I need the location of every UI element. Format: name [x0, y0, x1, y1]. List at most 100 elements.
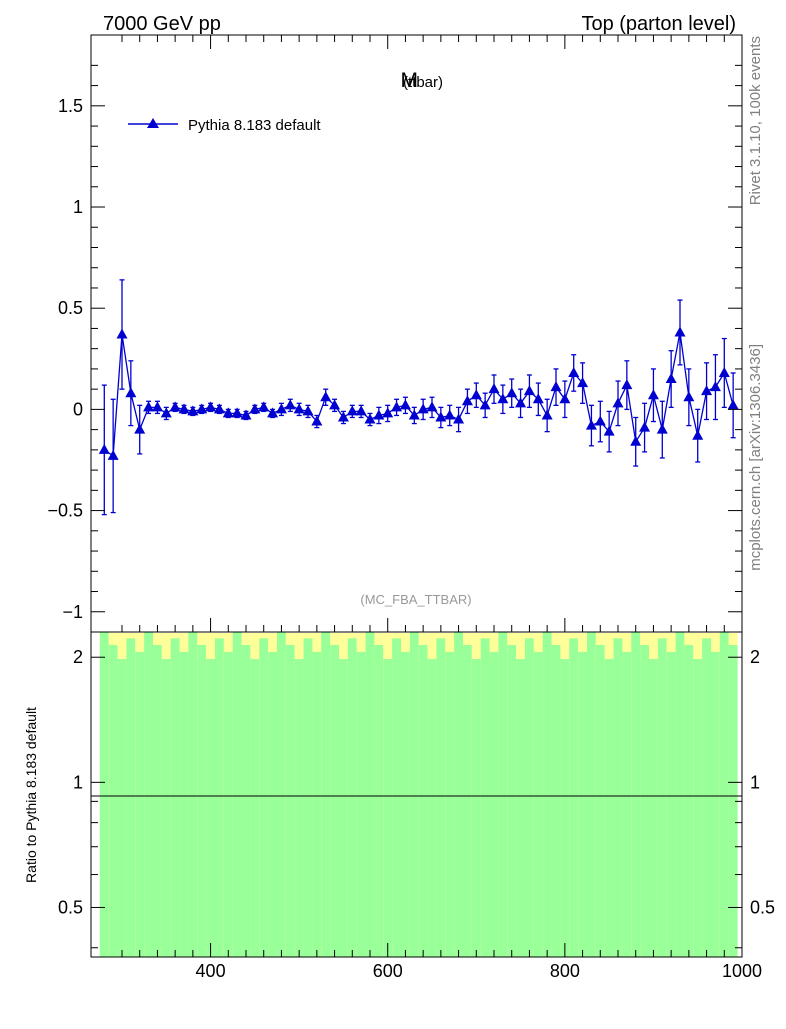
ratio-band-green	[463, 645, 472, 957]
ratio-band-green	[693, 659, 703, 957]
ratio-band-green	[640, 645, 649, 957]
data-point-marker	[284, 399, 296, 410]
data-point-marker	[559, 393, 571, 404]
data-point-marker	[497, 393, 509, 404]
data-point-marker	[187, 405, 199, 416]
data-point-marker	[143, 401, 155, 412]
ratio-band-green	[578, 651, 587, 957]
data-point-marker	[125, 387, 137, 398]
ratio-band-green	[702, 638, 711, 957]
ratio-band-green	[144, 632, 153, 957]
data-point-marker	[444, 409, 456, 420]
data-point-marker	[683, 391, 695, 402]
data-point-marker	[709, 381, 721, 392]
data-point-marker	[453, 413, 465, 424]
data-point-marker	[399, 399, 411, 410]
ratio-band-green	[551, 645, 561, 957]
data-point-marker	[293, 403, 305, 414]
ratio-band-green	[542, 632, 552, 957]
ratio-tick-label-left: 0.5	[58, 897, 83, 917]
legend: Pythia 8.183 default	[128, 117, 321, 134]
ratio-ylabel: Ratio to Pythia 8.183 default	[23, 707, 39, 883]
ratio-band-green	[161, 659, 171, 957]
ratio-band-green	[569, 638, 579, 957]
ratio-band-green	[374, 645, 384, 957]
data-point-marker	[515, 397, 527, 408]
data-point-marker	[523, 385, 535, 396]
ratio-band-green	[666, 651, 676, 957]
data-point-marker	[461, 395, 473, 406]
data-point-marker	[594, 415, 606, 426]
data-point-marker	[320, 391, 332, 402]
x-tick-label: 800	[550, 961, 580, 981]
ratio-band-green	[507, 645, 517, 957]
ratio-band-green	[365, 632, 375, 957]
ratio-band-green	[409, 632, 419, 957]
data-point-marker	[258, 401, 270, 412]
ratio-band-green	[153, 645, 162, 957]
ratio-band-green	[657, 638, 667, 957]
series-group	[98, 279, 739, 516]
data-point-marker	[568, 366, 580, 377]
ratio-band-green	[241, 645, 251, 957]
legend-label: Pythia 8.183 default	[188, 117, 321, 134]
data-point-marker	[337, 411, 349, 422]
data-point-marker	[656, 423, 668, 434]
ratio-band-green	[197, 645, 207, 957]
data-point-marker	[107, 449, 119, 460]
data-point-marker	[302, 405, 314, 416]
y-tick-label: −0.5	[47, 501, 83, 521]
analysis-tag: (MC_FBA_TTBAR)	[360, 592, 471, 607]
axes: 400 600 800 1000 1.5 1 0.5 0 −0.5 −1 2 2 1 1 0.5 0.5	[47, 35, 775, 981]
ratio-band-green	[259, 638, 269, 957]
ratio-band-green	[383, 659, 393, 957]
data-point-marker	[116, 328, 128, 339]
ratio-band-green	[108, 645, 118, 957]
ratio-band-green	[277, 632, 286, 957]
ratio-band-green	[223, 651, 233, 957]
plot-title-sub: (ttbar)	[403, 74, 443, 91]
data-point-marker	[391, 401, 403, 412]
ratio-frame	[90, 631, 743, 958]
data-point-marker	[665, 373, 677, 384]
data-point-marker	[701, 385, 713, 396]
data-point-marker	[346, 405, 358, 416]
data-point-marker	[178, 403, 190, 414]
data-point-marker	[373, 409, 385, 420]
ratio-band-green	[356, 651, 366, 957]
ratio-tick-label-right: 0.5	[750, 897, 775, 917]
data-point-marker	[541, 409, 553, 420]
header-right: Top (parton level)	[581, 13, 736, 35]
ratio-band-green	[684, 645, 694, 957]
ratio-band-green	[117, 659, 127, 957]
data-point-marker	[621, 379, 633, 390]
ratio-band-green	[99, 632, 109, 957]
x-tick-label: 1000	[722, 961, 762, 981]
y-tick-label: −1	[62, 602, 83, 622]
data-point-marker	[275, 403, 287, 414]
ratio-band-green	[560, 659, 570, 957]
ratio-band-green	[454, 632, 463, 957]
ratio-band-green	[250, 659, 260, 957]
ratio-band-green	[285, 645, 295, 957]
data-point-marker	[479, 399, 491, 410]
ratio-band-green	[728, 645, 738, 957]
y-tick-label: 0	[73, 399, 83, 419]
data-point-marker	[196, 403, 208, 414]
data-point-marker	[639, 421, 651, 432]
ratio-band-green	[622, 651, 632, 957]
mcplots-label: mcplots.cern.ch [arXiv:1306.3436]	[747, 344, 764, 571]
plot-title-main: M	[401, 69, 419, 92]
data-point-marker	[213, 403, 225, 414]
data-point-marker	[231, 407, 243, 418]
ratio-band-green	[427, 659, 437, 957]
ratio-band-green	[480, 638, 490, 957]
data-point-marker	[169, 401, 181, 412]
data-point-marker	[426, 401, 438, 412]
ratio-band-green	[613, 638, 623, 957]
ratio-band-green	[268, 651, 277, 957]
ratio-band-green	[392, 638, 401, 957]
ratio-band-green	[170, 638, 180, 957]
ratio-band-green	[347, 638, 357, 957]
